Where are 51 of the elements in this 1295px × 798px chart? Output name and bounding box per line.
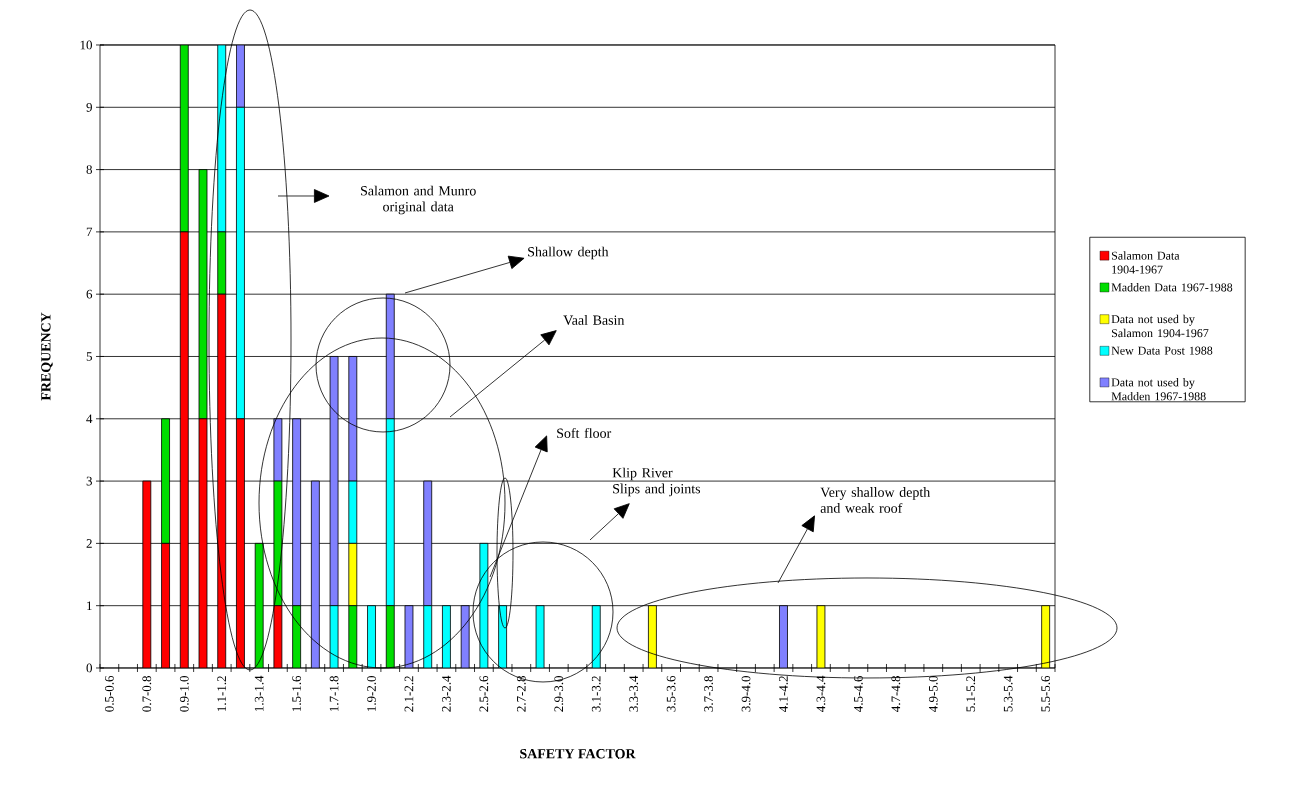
annotation: Soft floor <box>557 428 612 438</box>
x-tick-label: 4.3-4.4 <box>816 675 826 712</box>
annotation: Vaal Basin <box>563 315 625 325</box>
x-tick-label: 3.9-4.0 <box>741 676 751 712</box>
legend-label: Salamon Data 1904-1967 <box>1111 251 1180 274</box>
x-tick-label: 4.1-4.2 <box>779 676 788 712</box>
x-tick-label: 3.1-3.2 <box>591 676 601 712</box>
y-tick-label: 3 <box>86 476 92 486</box>
x-tick-label: 3.7-3.8 <box>704 676 713 712</box>
x-tick-label: 4.7-4.8 <box>891 676 901 712</box>
x-tick-label: 0.7-0.8 <box>142 676 152 712</box>
x-tick-label: 3.5-3.6 <box>666 675 676 712</box>
annotation: Very shallow depth and weak roof <box>820 487 931 513</box>
x-tick-label: 5.3-5.4 <box>1003 675 1013 712</box>
x-tick-label: 5.1-5.2 <box>966 676 976 712</box>
x-tick-label: 2.7-2.8 <box>516 676 526 712</box>
y-tick-label: 0 <box>86 663 92 673</box>
x-tick-label: 1.9-2.0 <box>367 676 376 712</box>
x-tick-label: 2.1-2.2 <box>404 676 414 712</box>
y-tick-label: 9 <box>86 102 92 112</box>
x-tick-label: 1.5-1.6 <box>292 675 302 712</box>
x-tick-label: 4.5-4.6 <box>854 675 863 712</box>
y-axis-title: FREQUENCY <box>41 312 53 401</box>
x-tick-label: 1.1-1.2 <box>217 676 227 712</box>
annotation: Klip River Slips and joints <box>612 467 701 497</box>
y-tick-label: 6 <box>86 289 93 299</box>
x-tick-label: 5.5-5.6 <box>1041 675 1051 712</box>
legend-label: Data not used by Madden 1967-1988 <box>1111 378 1206 401</box>
x-tick-label: 0.5-0.6 <box>104 675 114 712</box>
y-tick-label: 4 <box>86 414 93 424</box>
x-tick-label: 3.3-3.4 <box>629 675 639 712</box>
y-tick-label: 7 <box>86 227 93 237</box>
annotation: Salamon and Munro original data <box>361 185 476 215</box>
x-tick-label: 4.9-5.0 <box>928 676 938 712</box>
legend-label: Madden Data 1967-1988 <box>1111 283 1233 292</box>
bar <box>161 418 170 544</box>
y-tick-label: 8 <box>86 165 92 174</box>
y-tick-label: 1 <box>87 601 92 610</box>
legend-label: New Data Post 1988 <box>1111 346 1213 355</box>
x-tick-label: 2.3-2.4 <box>442 675 451 712</box>
legend-label: Data not used by Salamon 1904-1967 <box>1111 314 1209 338</box>
x-tick-label: 1.7-1.8 <box>329 676 339 712</box>
annotation: Shallow depth <box>528 246 609 260</box>
y-tick-label: 2 <box>86 539 92 548</box>
y-tick-label: 10 <box>80 40 92 50</box>
x-tick-label: 1.3-1.4 <box>254 675 264 712</box>
x-tick-label: 2.5-2.6 <box>479 675 489 712</box>
x-tick-label: 0.9-1.0 <box>179 676 189 712</box>
y-tick-label: 5 <box>86 352 92 361</box>
x-axis-title: SAFETY FACTOR <box>520 749 636 759</box>
x-tick-label: 2.9-3.0 <box>554 676 564 712</box>
